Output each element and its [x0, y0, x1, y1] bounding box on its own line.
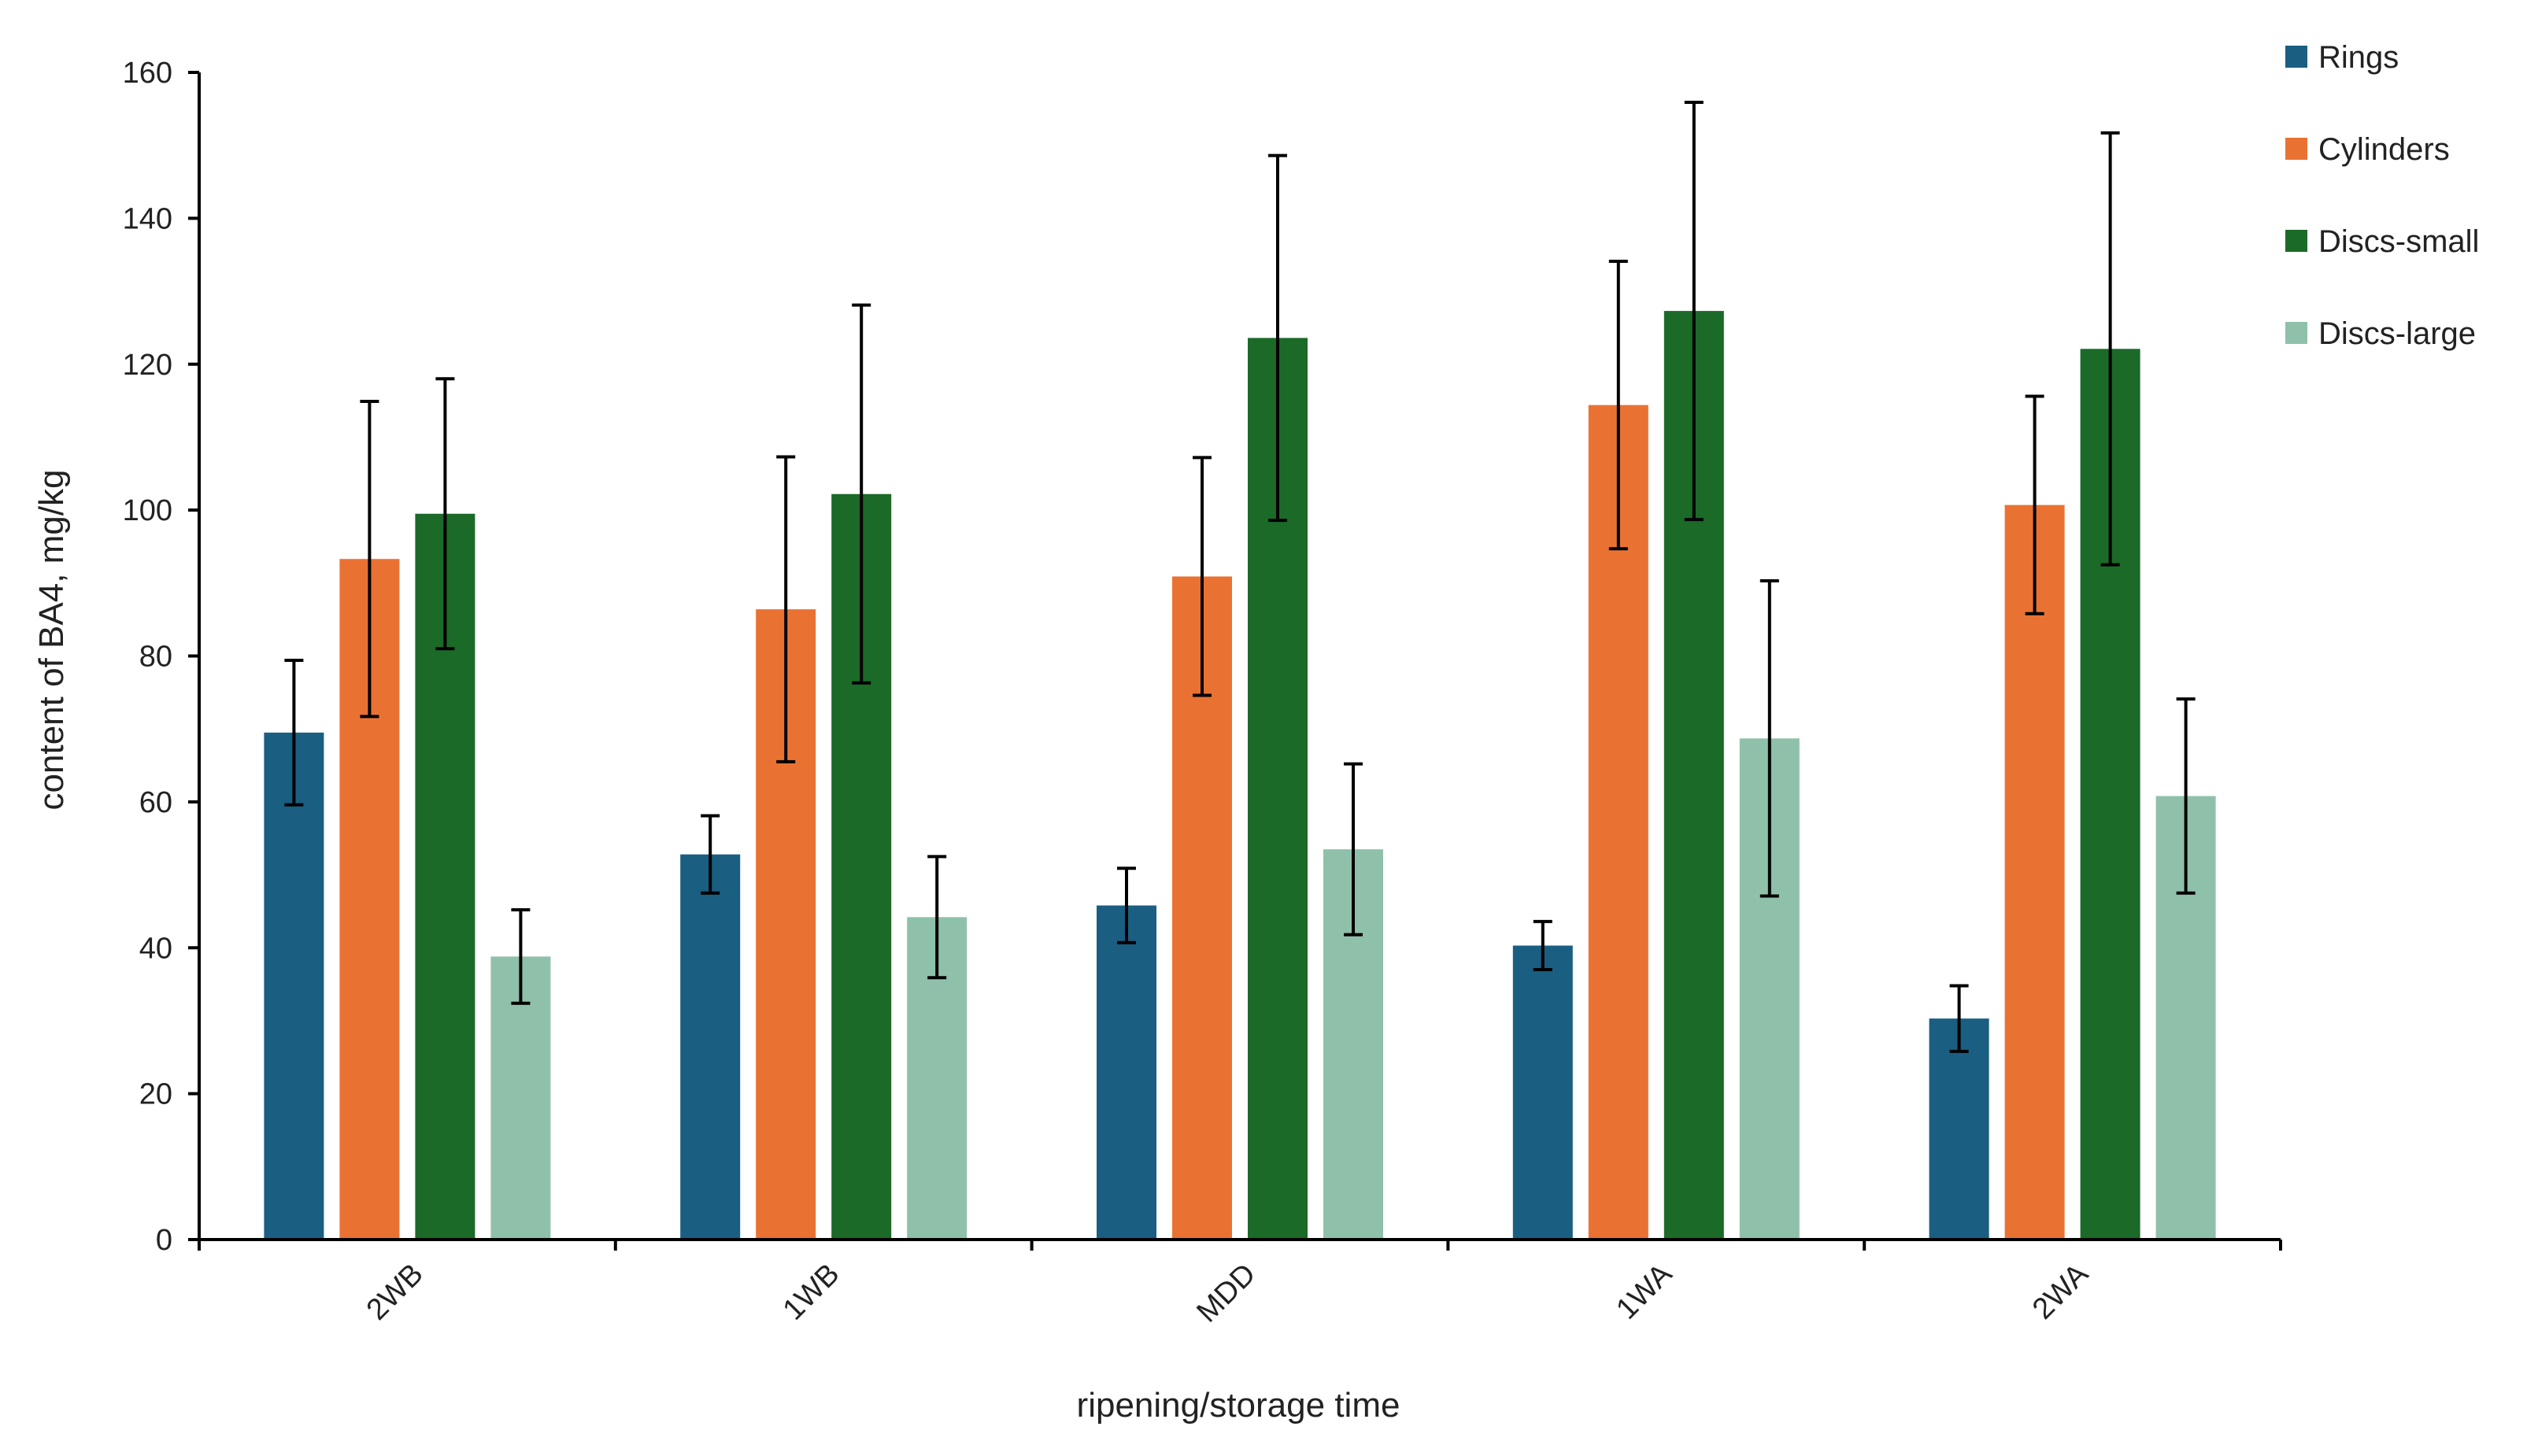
error-bar-rings-1wa: [1533, 919, 1552, 972]
bar-rings-2wb: [264, 732, 324, 1240]
y-axis-title: content of BA4, mg/kg: [32, 470, 71, 811]
error-bar-discs-large-mdd: [1344, 762, 1363, 937]
bar-rings-2wa: [1929, 1018, 1989, 1240]
legend-swatch: [2285, 138, 2307, 160]
legend-label: Cylinders: [2318, 132, 2450, 167]
legend-item-rings: Rings: [2285, 40, 2399, 75]
error-bar-discs-large-1wa: [1759, 579, 1779, 898]
x-tick-label: 1WA: [1610, 1257, 1678, 1325]
legend-swatch: [2285, 46, 2307, 68]
legend-item-discs-small: Discs-small: [2285, 224, 2479, 259]
error-bar-rings-1wb: [701, 814, 720, 895]
error-bar-cylinders-mdd: [1193, 456, 1212, 697]
error-bar-rings-mdd: [1117, 867, 1136, 944]
bar-rings-mdd: [1097, 905, 1156, 1240]
error-bar-rings-2wb: [284, 659, 304, 807]
error-bar-cylinders-2wb: [360, 400, 379, 719]
y-tick-label: 140: [123, 202, 172, 235]
x-tick-label: 1WB: [777, 1258, 846, 1327]
legend-swatch: [2285, 322, 2307, 344]
axes: 0 20 40 60 80 100 120 140 160 2WB 1WB MDD 1WA 2WA: [123, 57, 2282, 1329]
error-bar-discs-small-1wb: [852, 303, 871, 685]
y-tick-label: 0: [156, 1224, 172, 1257]
bar-rings-1wa: [1512, 945, 1573, 1240]
y-tick-label: 60: [139, 786, 172, 819]
legend-swatch: [2285, 230, 2307, 252]
error-bar-discs-large-2wb: [511, 908, 531, 1005]
legend: Rings Cylinders Discs-small Discs-large: [2285, 40, 2479, 351]
error-bar-cylinders-1wb: [776, 455, 796, 763]
legend-item-discs-large: Discs-large: [2285, 316, 2476, 351]
legend-label: Discs-large: [2318, 316, 2476, 351]
y-tick-label: 120: [123, 349, 172, 382]
error-bar-discs-small-1wa: [1684, 101, 1704, 522]
x-tick-label: 2WA: [2026, 1257, 2095, 1325]
legend-label: Discs-small: [2318, 224, 2479, 259]
y-tick-label: 40: [139, 932, 172, 965]
error-bar-discs-small-2wb: [435, 377, 455, 651]
error-bar-cylinders-2wa: [2025, 394, 2044, 615]
legend-label: Rings: [2318, 40, 2399, 75]
y-tick-label: 160: [123, 57, 172, 90]
bar-cylinders-2wa: [2004, 504, 2065, 1240]
x-tick-label: MDD: [1190, 1258, 1262, 1329]
error-bar-cylinders-1wa: [1608, 260, 1628, 551]
x-axis-title: ripening/storage time: [1077, 1386, 1400, 1425]
error-bar-discs-large-1wb: [927, 855, 947, 980]
x-tick-label: 2WB: [361, 1258, 430, 1327]
error-bar-discs-small-mdd: [1268, 153, 1287, 523]
legend-item-cylinders: Cylinders: [2285, 132, 2450, 167]
error-bar-discs-large-2wa: [2176, 697, 2196, 895]
y-tick-label: 80: [139, 641, 172, 674]
bar-rings-1wb: [680, 854, 741, 1240]
error-bar-discs-small-2wa: [2100, 131, 2120, 567]
plot-area: [264, 101, 2216, 1240]
y-tick-label: 20: [139, 1078, 172, 1111]
y-tick-label: 100: [123, 494, 172, 527]
error-bar-rings-2wa: [1949, 984, 1969, 1053]
